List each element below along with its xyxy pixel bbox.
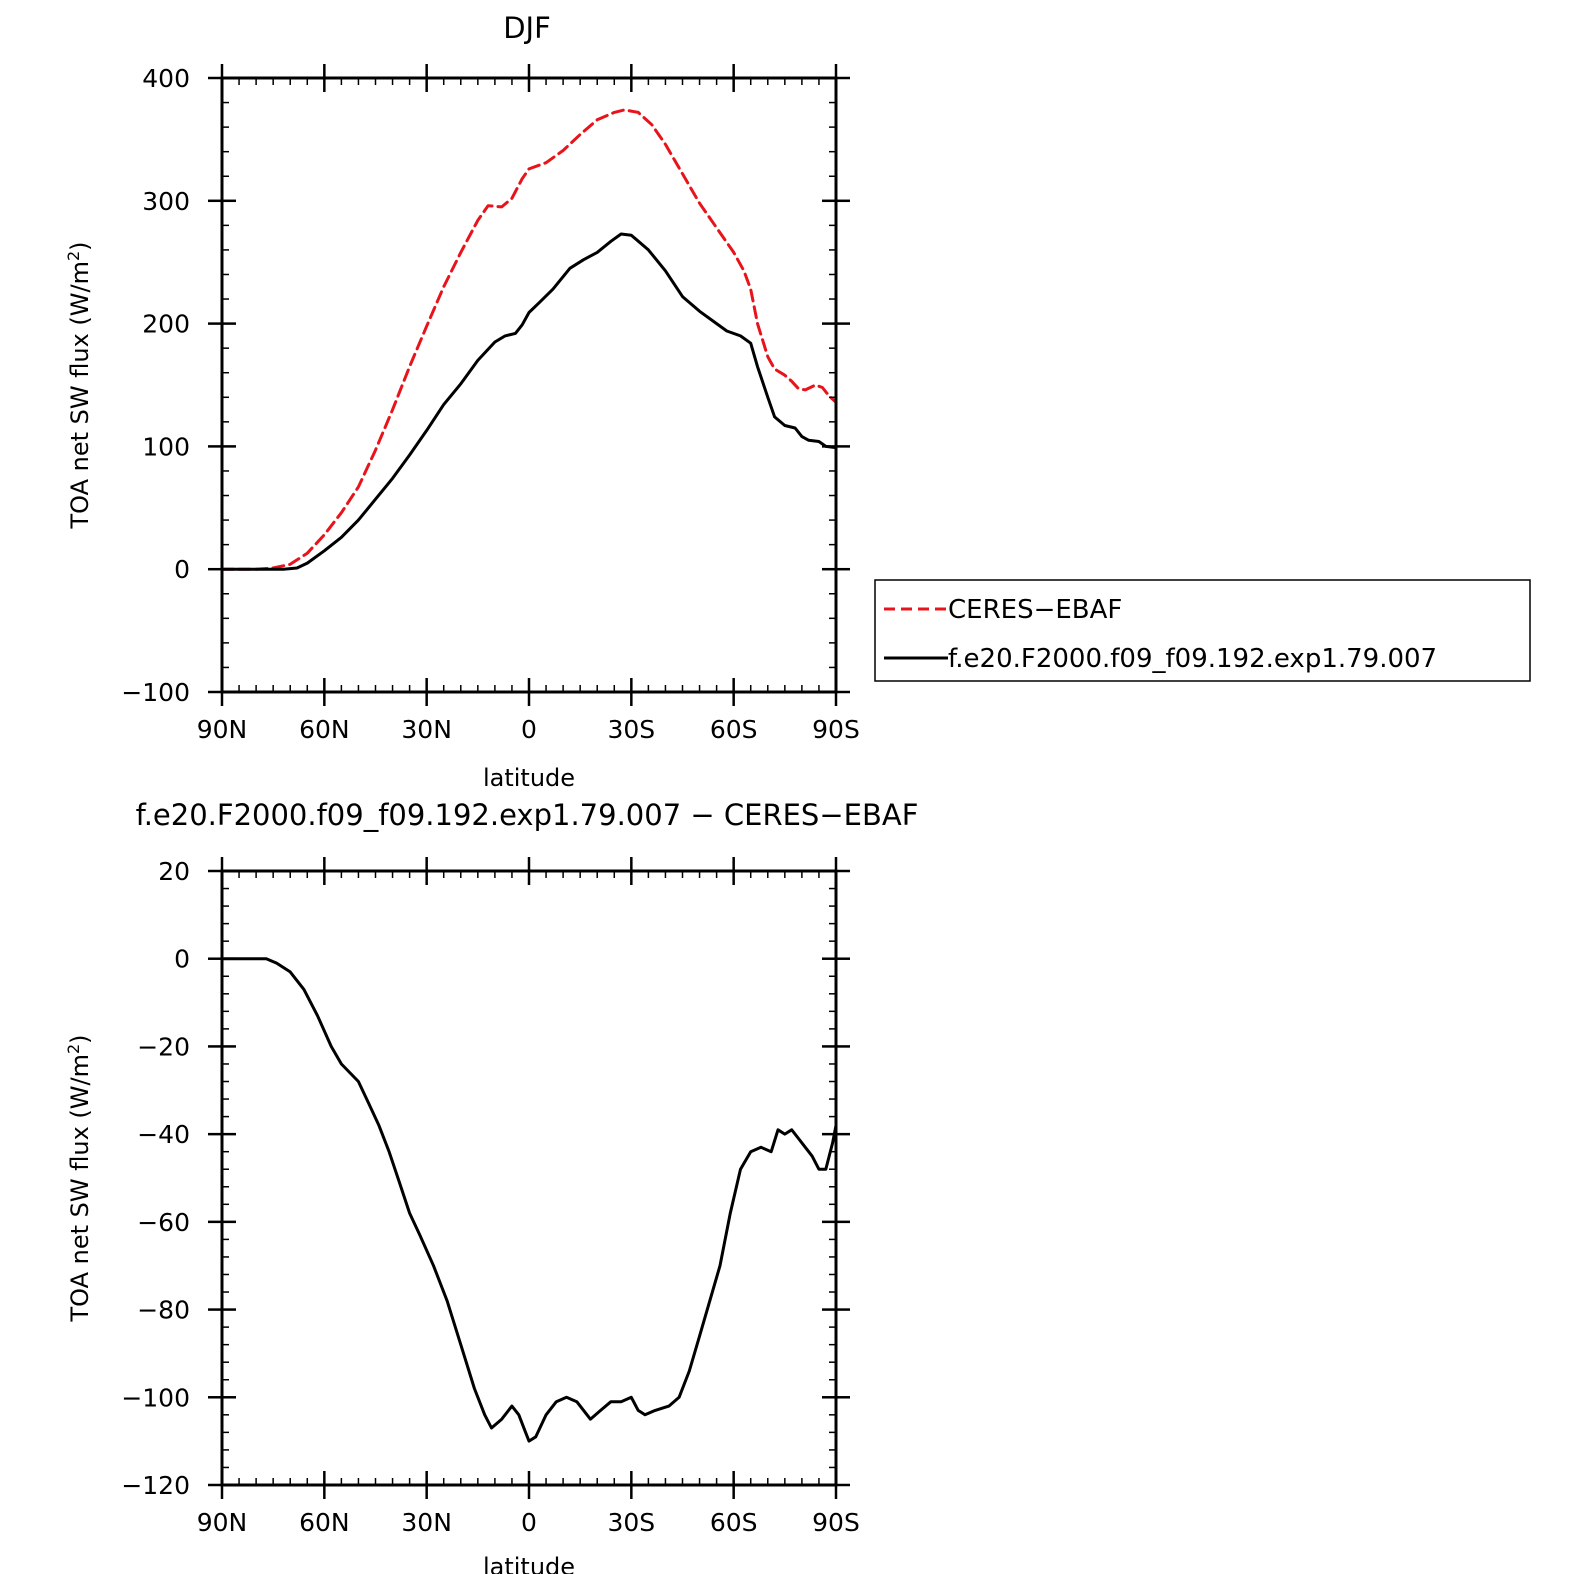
top-x-tick-label: 60N: [299, 715, 350, 744]
bottom-x-tick-label: 90S: [812, 1508, 860, 1537]
bottom-y-axis-label: TOA net SW flux (W/m2): [64, 1034, 95, 1322]
bottom-panel: f.e20.F2000.f09_f09.192.exp1.79.007 − CE…: [64, 798, 919, 1574]
top-y-tick-label: 200: [142, 310, 190, 339]
bottom-x-tick-label: 90N: [197, 1508, 248, 1537]
top-y-tick-label: 400: [142, 64, 190, 93]
top-x-tick-label: 0: [521, 715, 537, 744]
top-x-tick-label: 60S: [710, 715, 758, 744]
legend-box: [874, 579, 1531, 682]
top-y-tick-label: 100: [142, 432, 190, 461]
bottom-x-axis-label: latitude: [483, 1553, 575, 1574]
bottom-y-tick-label: −60: [137, 1208, 190, 1237]
bottom-series-diff-0: [220, 957, 838, 1443]
top-y-tick-label: 0: [174, 555, 190, 584]
bottom-x-tick-label: 0: [521, 1508, 537, 1537]
bottom-x-tick-label: 60S: [710, 1508, 758, 1537]
bottom-y-tick-label: 20: [158, 857, 190, 886]
top-y-tick-label: 300: [142, 187, 190, 216]
top-series-ceres-ebaf: [220, 108, 838, 571]
top-y-axis-label: TOA net SW flux (W/m2): [64, 241, 95, 529]
top-x-tick-label: 90S: [812, 715, 860, 744]
legend-label-model: f.e20.F2000.f09_f09.192.exp1.79.007: [948, 644, 1437, 674]
bottom-x-tick-label: 30S: [607, 1508, 655, 1537]
top-y-tick-label: −100: [121, 678, 190, 707]
bottom-plot-frame: [220, 869, 838, 1487]
top-panel: DJF 90N 60N 30N 0 30S 60S 90S −100 0 100 200 300 400…: [64, 11, 860, 792]
top-x-tick-label: 30S: [607, 715, 655, 744]
bottom-y-tick-label: −100: [121, 1383, 190, 1412]
top-x-axis-label: latitude: [483, 764, 575, 792]
bottom-x-tick-label: 30N: [401, 1508, 452, 1537]
bottom-y-tick-label: −80: [137, 1296, 190, 1325]
top-x-tick-label: 30N: [401, 715, 452, 744]
bottom-y-tick-label: −40: [137, 1120, 190, 1149]
legend: CERES−EBAF f.e20.F2000.f09_f09.192.exp1.…: [874, 579, 1531, 682]
top-x-tick-label: 90N: [197, 715, 248, 744]
top-chart-title: DJF: [503, 11, 551, 45]
bottom-y-tick-label: −120: [121, 1471, 190, 1500]
bottom-y-tick-label: −20: [137, 1032, 190, 1061]
bottom-chart-title: f.e20.F2000.f09_f09.192.exp1.79.007 − CE…: [136, 798, 919, 832]
bottom-x-tick-label: 60N: [299, 1508, 350, 1537]
top-series-f-e20-f2000-f09-f09-192-exp1-79-007: [220, 232, 838, 571]
bottom-y-tick-label: 0: [174, 945, 190, 974]
legend-label-ceres: CERES−EBAF: [948, 595, 1122, 625]
